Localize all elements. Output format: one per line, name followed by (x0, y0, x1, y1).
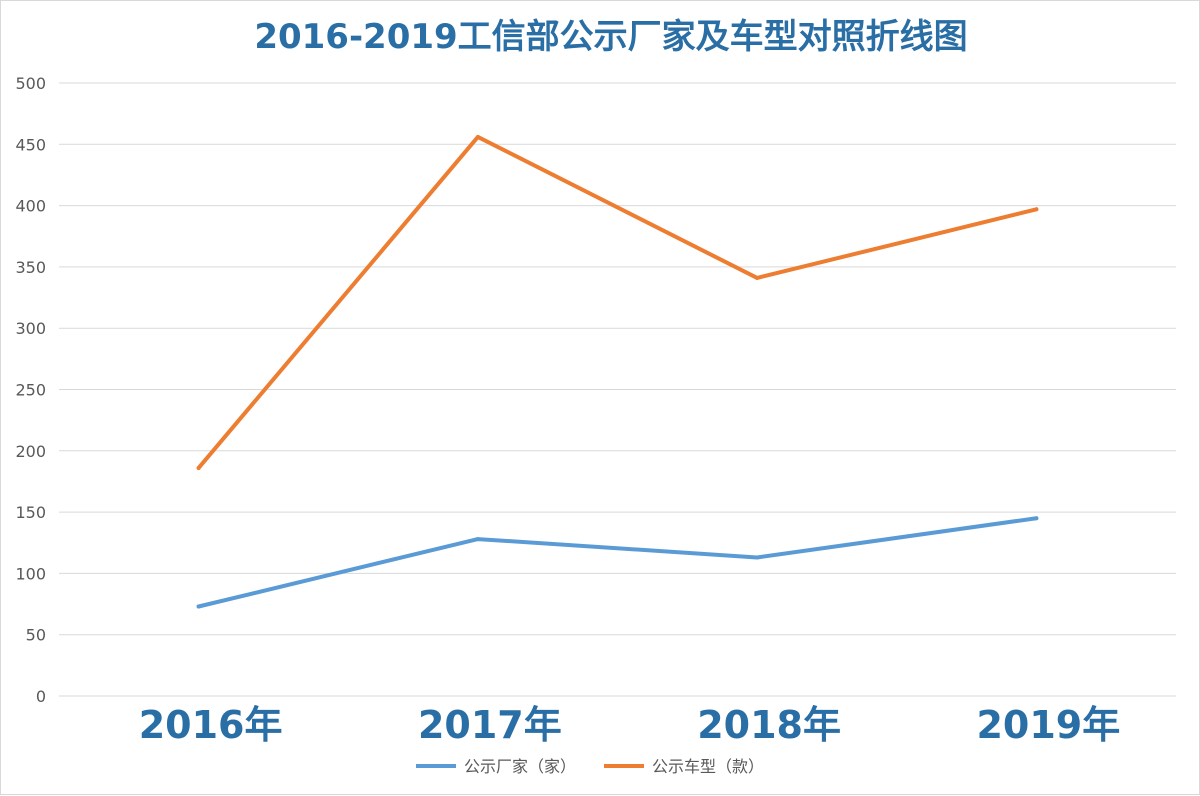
y-tick-label: 350 (15, 258, 46, 277)
y-tick-label: 50 (26, 626, 46, 645)
data-point (755, 555, 760, 560)
y-tick-label: 400 (15, 197, 46, 216)
data-point (196, 604, 201, 609)
y-tick-label: 200 (15, 442, 46, 461)
series-lines (196, 134, 1039, 609)
y-axis-tick-labels: 0 50 100 150 200 250 300 350 400 450 500 (15, 74, 46, 706)
series-line-2 (196, 134, 1039, 470)
x-tick-label: 2016年 (139, 703, 283, 747)
data-point (196, 465, 201, 470)
x-tick-label: 2019年 (976, 703, 1120, 747)
legend-label-2: 公示车型（款） (652, 757, 764, 776)
legend-label-1: 公示厂家（家） (464, 757, 576, 776)
y-tick-label: 100 (15, 564, 46, 583)
series-line-1 (196, 516, 1039, 609)
y-tick-label: 300 (15, 319, 46, 338)
data-point (475, 537, 480, 542)
data-point (475, 134, 480, 139)
y-tick-label: 500 (15, 74, 46, 93)
data-point (755, 275, 760, 280)
x-tick-label: 2018年 (697, 703, 841, 747)
data-point (1034, 207, 1039, 212)
legend: 公示厂家（家） 公示车型（款） (416, 757, 764, 776)
y-tick-label: 150 (15, 503, 46, 522)
gridlines (59, 82, 1176, 697)
chart-title: 2016-2019工信部公示厂家及车型对照折线图 (254, 17, 967, 57)
y-tick-label: 0 (36, 687, 46, 706)
x-tick-label: 2017年 (418, 703, 562, 747)
y-tick-label: 450 (15, 135, 46, 154)
y-tick-label: 250 (15, 381, 46, 400)
data-point (1034, 516, 1039, 521)
x-axis-tick-labels: 2016年 2017年 2018年 2019年 (139, 703, 1121, 747)
